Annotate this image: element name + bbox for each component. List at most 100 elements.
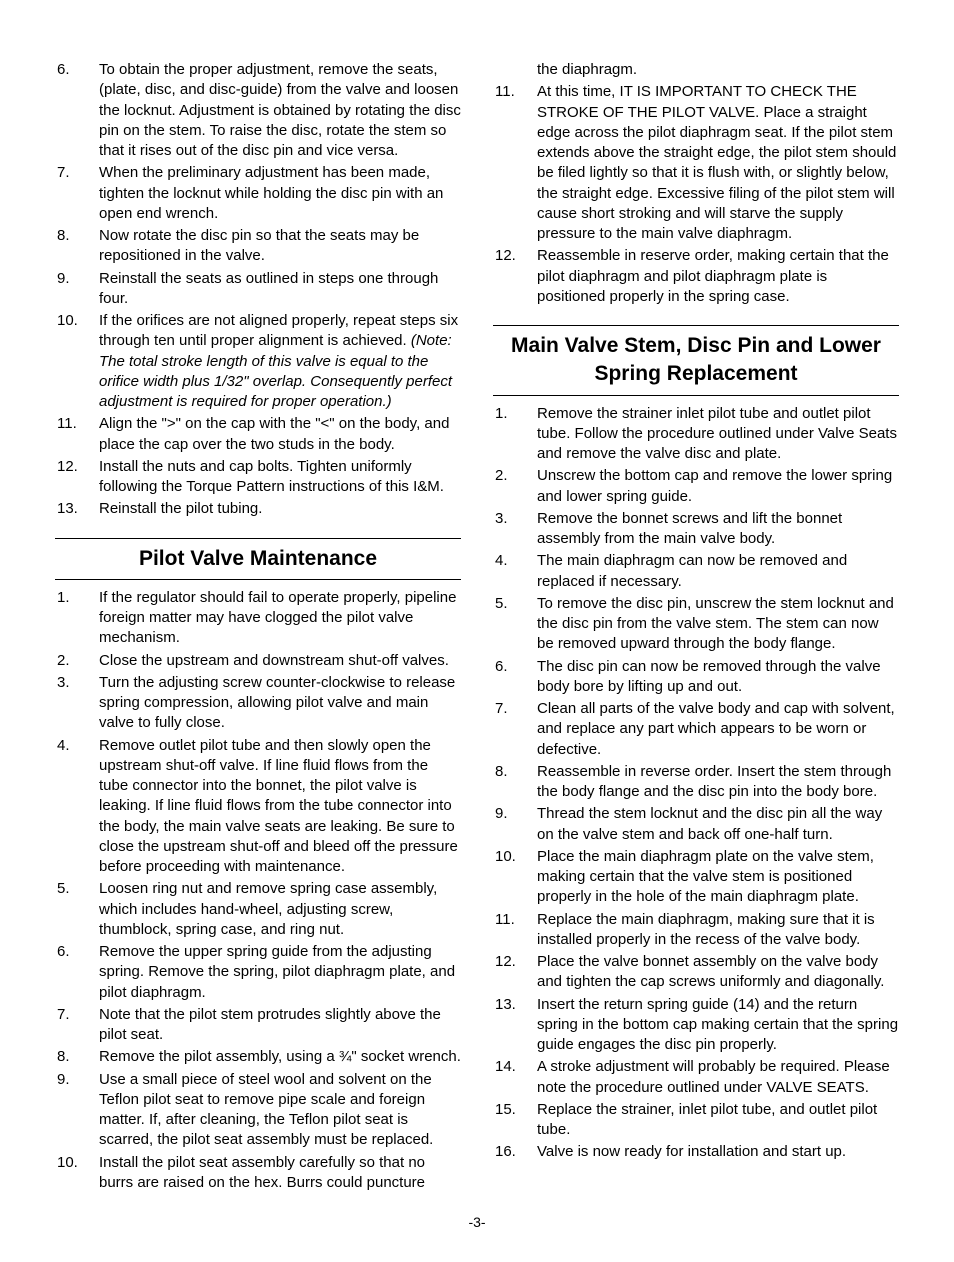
list-item-number: 10. — [493, 847, 537, 908]
list-item-number: 2. — [55, 651, 99, 671]
list-item: 14.A stroke adjustment will probably be … — [493, 1057, 899, 1098]
list-item-text: the diaphragm. — [537, 60, 899, 80]
list-item: 1.If the regulator should fail to operat… — [55, 588, 461, 649]
list-item: 11.At this time, IT IS IMPORTANT TO CHEC… — [493, 82, 899, 244]
list-item-number: 2. — [493, 466, 537, 507]
list-item: 11.Replace the main diaphragm, making su… — [493, 910, 899, 951]
list-item-number: 14. — [493, 1057, 537, 1098]
adjustment-steps-list: 6.To obtain the proper adjustment, remov… — [55, 60, 461, 520]
left-column: 6. To obtain the proper adjustment, remov… — [55, 60, 461, 1195]
list-item-text: Use a small piece of steel wool and solv… — [99, 1070, 461, 1151]
list-item: 10.Place the main diaphragm plate on the… — [493, 847, 899, 908]
list-item-text: Valve is now ready for installation and … — [537, 1142, 899, 1162]
list-item-text: Align the ">" on the cap with the "<" on… — [99, 414, 461, 455]
list-item-number: 12. — [55, 457, 99, 498]
list-item-text: Reinstall the seats as outlined in steps… — [99, 269, 461, 310]
list-item-number: 7. — [493, 699, 537, 760]
list-item-text: Close the upstream and downstream shut-o… — [99, 651, 461, 671]
list-item-number — [493, 60, 537, 80]
list-item-text: If the regulator should fail to operate … — [99, 588, 461, 649]
list-item: 10.Install the pilot seat assembly caref… — [55, 1153, 461, 1194]
list-item-number: 7. — [55, 1005, 99, 1046]
list-item: 3.Turn the adjusting screw counter-clock… — [55, 673, 461, 734]
list-item-number: 5. — [55, 879, 99, 940]
list-item-text: The main diaphragm can now be removed an… — [537, 551, 899, 592]
list-item: 12.Reassemble in reserve order, making c… — [493, 246, 899, 307]
list-item-text: Note that the pilot stem protrudes sligh… — [99, 1005, 461, 1046]
pilot-valve-maintenance-heading: Pilot Valve Maintenance — [55, 538, 461, 580]
list-item-number: 11. — [493, 910, 537, 951]
two-column-layout: 6. To obtain the proper adjustment, remov… — [55, 60, 899, 1195]
list-item-text: At this time, IT IS IMPORTANT TO CHECK T… — [537, 82, 899, 244]
pilot-valve-maintenance-list-continued: the diaphragm.11.At this time, IT IS IMP… — [493, 60, 899, 307]
list-item-number: 10. — [55, 1153, 99, 1194]
list-item-text: Remove the strainer inlet pilot tube and… — [537, 404, 899, 465]
list-item-number: 16. — [493, 1142, 537, 1162]
list-item-number: 9. — [55, 1070, 99, 1151]
list-item-note: (Note: The total stroke length of this v… — [99, 332, 452, 410]
list-item-text: To remove the disc pin, unscrew the stem… — [537, 594, 899, 655]
list-item-text: Remove the pilot assembly, using a ¾" so… — [99, 1047, 461, 1067]
list-item-number: 8. — [55, 1047, 99, 1067]
main-valve-stem-heading: Main Valve Stem, Disc Pin and Lower Spri… — [493, 325, 899, 396]
list-item: 7.Clean all parts of the valve body and … — [493, 699, 899, 760]
list-item-number: 1. — [55, 588, 99, 649]
list-item: 8.Reassemble in reverse order. Insert th… — [493, 762, 899, 803]
list-item: 4.The main diaphragm can now be removed … — [493, 551, 899, 592]
list-item-text: Thread the stem locknut and the disc pin… — [537, 804, 899, 845]
list-item-number: 13. — [493, 995, 537, 1056]
list-item: 11.Align the ">" on the cap with the "<"… — [55, 414, 461, 455]
list-item-text: Loosen ring nut and remove spring case a… — [99, 879, 461, 940]
list-item-text: Install the pilot seat assembly carefull… — [99, 1153, 461, 1194]
list-item-text: Remove the bonnet screws and lift the bo… — [537, 509, 899, 550]
list-item-text: If the orifices are not aligned properly… — [99, 311, 461, 412]
list-item-number: 12. — [493, 952, 537, 993]
list-item: 9.Use a small piece of steel wool and so… — [55, 1070, 461, 1151]
list-item-number: 11. — [493, 82, 537, 244]
list-item: 16.Valve is now ready for installation a… — [493, 1142, 899, 1162]
list-item-number: 4. — [55, 736, 99, 878]
list-item-text: Turn the adjusting screw counter-clockwi… — [99, 673, 461, 734]
list-item-number: 11. — [55, 414, 99, 455]
list-item: 2.Close the upstream and downstream shut… — [55, 651, 461, 671]
list-item-text: Insert the return spring guide (14) and … — [537, 995, 899, 1056]
list-item-text: When the preliminary adjustment has been… — [99, 163, 461, 224]
list-item: 15.Replace the strainer, inlet pilot tub… — [493, 1100, 899, 1141]
list-item-number: 15. — [493, 1100, 537, 1141]
right-column: the diaphragm.11.At this time, IT IS IMP… — [493, 60, 899, 1195]
list-item-number: 8. — [55, 226, 99, 267]
list-item-number: 13. — [55, 499, 99, 519]
list-item-text: To obtain the proper adjustment, remove … — [99, 60, 461, 161]
list-item-text: Reassemble in reverse order. Insert the … — [537, 762, 899, 803]
list-item: 9.Thread the stem locknut and the disc p… — [493, 804, 899, 845]
list-item: 9.Reinstall the seats as outlined in ste… — [55, 269, 461, 310]
list-item-number: 9. — [493, 804, 537, 845]
list-item: 7.When the preliminary adjustment has be… — [55, 163, 461, 224]
list-item-number: 6. — [55, 942, 99, 1003]
list-item-text: Clean all parts of the valve body and ca… — [537, 699, 899, 760]
list-item-text: Replace the main diaphragm, making sure … — [537, 910, 899, 951]
list-item-text: Install the nuts and cap bolts. Tighten … — [99, 457, 461, 498]
list-item-number: 10. — [55, 311, 99, 412]
list-item-text: Replace the strainer, inlet pilot tube, … — [537, 1100, 899, 1141]
list-item-continuation: the diaphragm. — [493, 60, 899, 80]
list-item: 10.If the orifices are not aligned prope… — [55, 311, 461, 412]
list-item: 4.Remove outlet pilot tube and then slow… — [55, 736, 461, 878]
list-item: 13.Reinstall the pilot tubing. — [55, 499, 461, 519]
list-item-text: Now rotate the disc pin so that the seat… — [99, 226, 461, 267]
list-item-number: 4. — [493, 551, 537, 592]
list-item: 5.To remove the disc pin, unscrew the st… — [493, 594, 899, 655]
list-item-number: 9. — [55, 269, 99, 310]
list-item-number: 6. — [493, 657, 537, 698]
list-item-text: Unscrew the bottom cap and remove the lo… — [537, 466, 899, 507]
list-item-number: 7. — [55, 163, 99, 224]
list-item: 6.To obtain the proper adjustment, remov… — [55, 60, 461, 161]
list-item-text: Remove the upper spring guide from the a… — [99, 942, 461, 1003]
list-item-text: Reassemble in reserve order, making cert… — [537, 246, 899, 307]
list-item: 7.Note that the pilot stem protrudes sli… — [55, 1005, 461, 1046]
list-item: 8.Remove the pilot assembly, using a ¾" … — [55, 1047, 461, 1067]
list-item: 6.The disc pin can now be removed throug… — [493, 657, 899, 698]
list-item: 6.Remove the upper spring guide from the… — [55, 942, 461, 1003]
list-item: 12.Install the nuts and cap bolts. Tight… — [55, 457, 461, 498]
list-item-text: Remove outlet pilot tube and then slowly… — [99, 736, 461, 878]
